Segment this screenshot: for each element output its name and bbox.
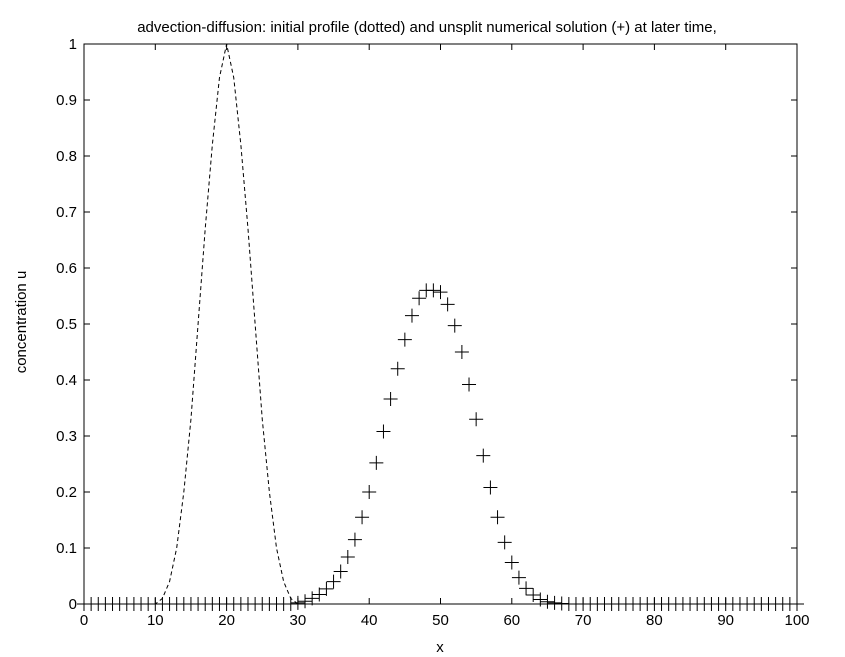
plus-marker <box>355 510 370 525</box>
plus-marker <box>483 480 498 495</box>
plus-marker <box>397 332 412 347</box>
y-tick-label: 0.3 <box>56 428 77 445</box>
plus-marker <box>426 283 441 298</box>
y-tick-label: 0.8 <box>56 148 77 165</box>
plus-marker <box>440 297 455 312</box>
y-tick-label: 0.9 <box>56 92 77 109</box>
plus-marker <box>404 308 419 323</box>
x-tick-label: 100 <box>784 612 809 629</box>
plot-area <box>77 43 804 611</box>
y-tick-label: 1 <box>69 36 77 53</box>
y-tick-label: 0.1 <box>56 540 77 557</box>
chart-title: advection-diffusion: initial profile (do… <box>137 19 717 36</box>
x-tick-label: 60 <box>503 612 520 629</box>
axis-ticks: 0 10 20 30 40 50 60 70 80 90 100 0 0.1 0.2 0.3 0.4 0.5 0.… <box>56 36 809 629</box>
y-tick-label: 0.5 <box>56 316 77 333</box>
x-tick-label: 80 <box>646 612 663 629</box>
x-tick-label: 90 <box>717 612 734 629</box>
y-tick-label: 0.6 <box>56 260 77 277</box>
y-tick-label: 0.4 <box>56 372 77 389</box>
initial-profile-line <box>84 43 797 605</box>
y-tick-label: 0.2 <box>56 484 77 501</box>
x-tick-label: 20 <box>218 612 235 629</box>
axes-box <box>83 43 798 605</box>
x-tick-label: 0 <box>80 612 88 629</box>
plus-marker <box>340 549 355 564</box>
plus-marker <box>312 587 327 602</box>
plus-marker <box>383 392 398 407</box>
plus-marker <box>347 532 362 547</box>
plus-marker <box>333 564 348 579</box>
plus-marker <box>390 361 405 376</box>
plus-marker <box>412 291 427 306</box>
plus-marker <box>362 485 377 499</box>
plus-marker <box>326 574 341 589</box>
plus-marker <box>305 591 320 606</box>
plus-marker <box>469 412 484 427</box>
x-tick-label: 40 <box>361 612 378 629</box>
plus-marker <box>490 510 505 525</box>
plus-marker <box>319 581 334 596</box>
plus-marker <box>504 555 519 570</box>
x-tick-label: 50 <box>432 612 449 629</box>
plus-marker <box>540 594 555 609</box>
x-tick-label: 30 <box>290 612 307 629</box>
plus-marker <box>369 455 384 470</box>
plus-marker <box>526 588 541 603</box>
x-tick-label: 70 <box>575 612 592 629</box>
plus-marker <box>511 570 526 585</box>
plus-marker <box>476 448 491 463</box>
plus-marker <box>547 595 562 610</box>
plus-marker <box>454 345 469 359</box>
x-axis-label: x <box>436 639 444 656</box>
plus-marker <box>519 581 534 596</box>
y-tick-label: 0 <box>69 596 77 613</box>
plus-marker <box>376 424 391 439</box>
plus-marker <box>497 535 512 550</box>
numerical-solution-markers <box>77 283 804 611</box>
plus-marker <box>433 285 448 300</box>
plus-marker <box>554 596 569 611</box>
y-axis-label: concentration u <box>13 271 30 374</box>
plus-marker <box>447 318 462 333</box>
plus-marker <box>298 594 313 609</box>
y-tick-label: 0.7 <box>56 204 77 221</box>
x-tick-label: 10 <box>147 612 164 629</box>
plus-marker <box>462 377 477 392</box>
